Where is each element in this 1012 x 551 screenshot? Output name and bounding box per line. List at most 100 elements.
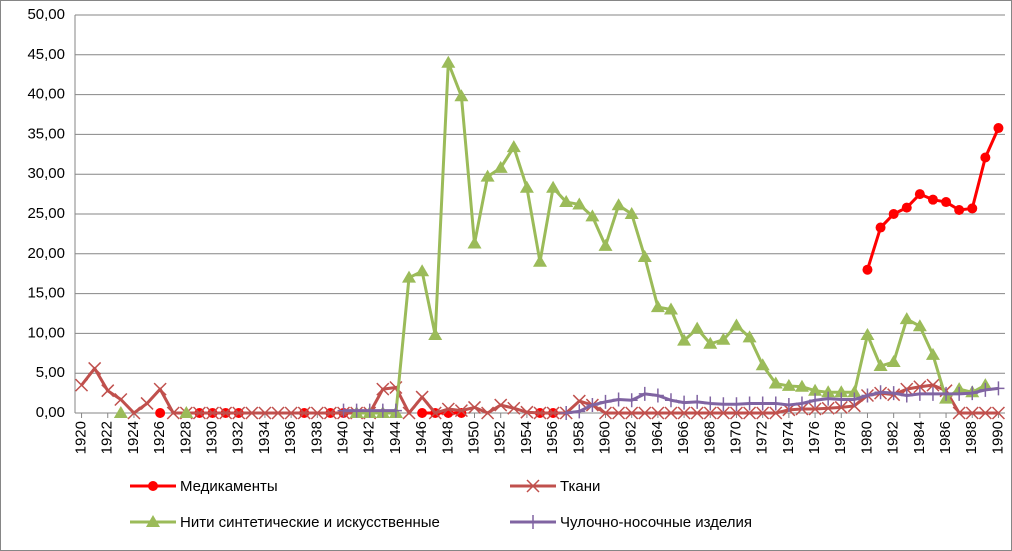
marker [598,238,613,251]
marker [664,406,678,420]
y-tick-label: 0,00 [36,404,65,421]
x-tick-label: 1944 [387,421,404,454]
x-tick-label: 1936 [282,421,299,454]
marker [415,390,429,404]
marker [861,388,874,403]
y-tick-label: 20,00 [27,245,65,262]
marker [808,383,823,396]
marker [953,386,966,401]
marker [978,406,992,420]
marker [927,194,938,205]
marker [533,254,547,267]
marker [559,195,574,208]
marker [493,160,508,173]
x-tick-label: 1962 [623,421,640,454]
marker [808,402,822,416]
marker [862,264,873,275]
marker [794,379,809,392]
marker [901,202,912,213]
marker [875,222,886,233]
x-tick-label: 1942 [361,421,378,454]
marker [781,378,796,391]
x-tick-label: 1976 [806,421,823,454]
marker [991,406,1005,420]
marker [297,406,311,420]
marker [625,406,639,420]
x-tick-label: 1974 [780,421,797,454]
marker [598,406,613,420]
marker [638,386,651,401]
marker [585,209,600,222]
marker [467,400,482,414]
marker [75,378,89,392]
series [337,381,1005,420]
marker [993,123,1004,134]
marker [834,400,848,414]
y-tick-label: 30,00 [27,165,65,182]
x-tick-label: 1986 [937,421,954,454]
marker [729,406,744,420]
marker [506,140,521,153]
marker [664,393,677,408]
marker [821,401,835,415]
marker [155,408,166,418]
marker [874,385,887,400]
marker [966,386,979,401]
legend-marker [527,515,539,529]
y-tick-label: 25,00 [27,205,65,222]
marker [611,198,626,211]
marker [389,403,402,418]
marker [769,396,782,411]
marker [573,404,586,419]
marker [716,332,731,345]
marker [756,406,770,420]
marker [153,382,167,396]
y-tick-label: 45,00 [27,46,65,63]
marker [965,406,979,420]
x-tick-label: 1966 [675,421,692,454]
legend-item: Чулочно-носочные изделия [510,514,752,531]
marker [638,406,652,420]
marker [755,358,770,371]
marker [612,392,625,407]
marker [663,302,678,315]
marker [992,381,1005,396]
x-tick-label: 1982 [885,421,902,454]
marker [376,382,390,396]
marker [441,402,455,416]
marker [847,385,862,398]
marker [822,391,835,406]
marker [113,406,128,418]
marker [795,396,808,411]
marker [782,398,795,413]
x-tick-label: 1978 [832,421,849,454]
marker [206,406,220,420]
marker [127,406,141,420]
series [113,55,993,418]
y-tick-label: 5,00 [36,364,65,381]
marker [887,386,900,401]
x-tick-label: 1988 [963,421,980,454]
legend-item: Медикаменты [130,478,278,495]
legend-marker [526,479,540,493]
legend-marker [148,481,158,491]
marker [952,406,966,420]
marker [717,397,730,412]
marker [192,406,206,420]
marker [546,406,560,420]
marker [690,406,704,420]
marker [886,355,901,368]
marker [888,209,899,219]
marker [941,197,952,208]
marker [835,392,848,407]
marker [101,384,115,398]
marker [860,327,875,340]
marker [519,180,534,193]
marker [284,406,298,420]
marker [637,249,652,262]
x-tick-label: 1990 [989,421,1006,454]
x-tick-label: 1922 [99,421,116,454]
legend-label: Чулочно-носочные изделия [560,514,752,531]
marker [402,270,417,283]
